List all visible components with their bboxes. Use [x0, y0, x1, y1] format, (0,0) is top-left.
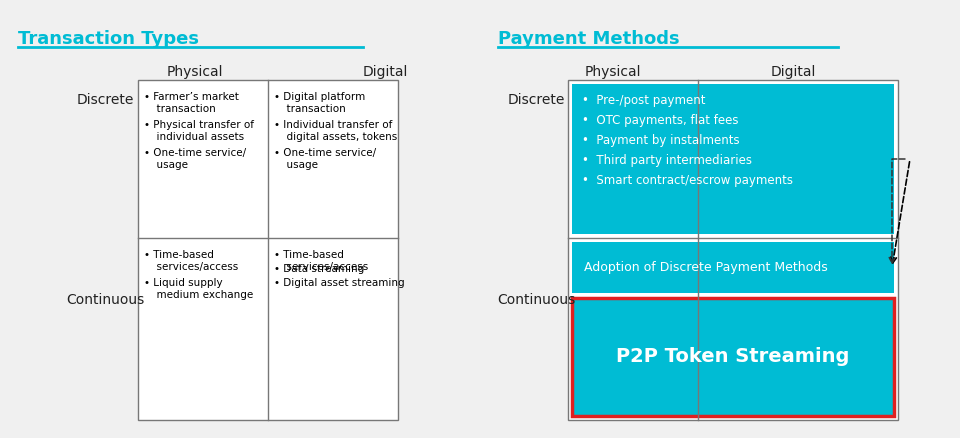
- Text: Discrete: Discrete: [76, 93, 133, 107]
- Text: •  Payment by instalments: • Payment by instalments: [582, 134, 739, 147]
- Text: •  Smart contract/escrow payments: • Smart contract/escrow payments: [582, 174, 793, 187]
- Bar: [572, 84, 894, 234]
- Text: usage: usage: [150, 160, 188, 170]
- Text: services/access: services/access: [150, 262, 238, 272]
- Text: usage: usage: [280, 160, 318, 170]
- Text: • Data streaming: • Data streaming: [274, 264, 364, 274]
- Text: • Time-based: • Time-based: [144, 250, 214, 260]
- Text: Digital: Digital: [362, 65, 408, 79]
- Text: services/access: services/access: [280, 262, 369, 272]
- Text: transaction: transaction: [280, 104, 346, 114]
- Text: •  OTC payments, flat fees: • OTC payments, flat fees: [582, 114, 738, 127]
- Text: digital assets, tokens: digital assets, tokens: [280, 132, 397, 142]
- Bar: [138, 80, 398, 420]
- Text: • Individual transfer of: • Individual transfer of: [274, 120, 393, 130]
- Text: Adoption of Discrete Payment Methods: Adoption of Discrete Payment Methods: [584, 261, 828, 274]
- Text: •  Pre-/post payment: • Pre-/post payment: [582, 94, 706, 107]
- Bar: [568, 80, 898, 420]
- Text: • One-time service/: • One-time service/: [144, 148, 246, 158]
- Text: Physical: Physical: [167, 65, 224, 79]
- Text: P2P Token Streaming: P2P Token Streaming: [616, 347, 850, 367]
- Bar: [572, 298, 894, 416]
- Text: Discrete: Discrete: [507, 93, 564, 107]
- Text: •  Third party intermediaries: • Third party intermediaries: [582, 154, 752, 167]
- Text: Payment Methods: Payment Methods: [498, 30, 680, 48]
- Text: Continuous: Continuous: [497, 293, 575, 307]
- Text: individual assets: individual assets: [150, 132, 244, 142]
- Bar: [572, 242, 894, 293]
- Text: • One-time service/: • One-time service/: [274, 148, 376, 158]
- Text: Transaction Types: Transaction Types: [18, 30, 199, 48]
- Text: • Liquid supply: • Liquid supply: [144, 278, 223, 288]
- Text: • Physical transfer of: • Physical transfer of: [144, 120, 254, 130]
- Text: Physical: Physical: [585, 65, 641, 79]
- Text: • Farmer’s market: • Farmer’s market: [144, 92, 239, 102]
- Text: • Time-based: • Time-based: [274, 250, 344, 260]
- Text: transaction: transaction: [150, 104, 216, 114]
- Text: • Digital platform: • Digital platform: [274, 92, 365, 102]
- Text: Continuous: Continuous: [66, 293, 144, 307]
- Text: medium exchange: medium exchange: [150, 290, 253, 300]
- Text: • Digital asset streaming: • Digital asset streaming: [274, 278, 404, 288]
- Text: Digital: Digital: [770, 65, 816, 79]
